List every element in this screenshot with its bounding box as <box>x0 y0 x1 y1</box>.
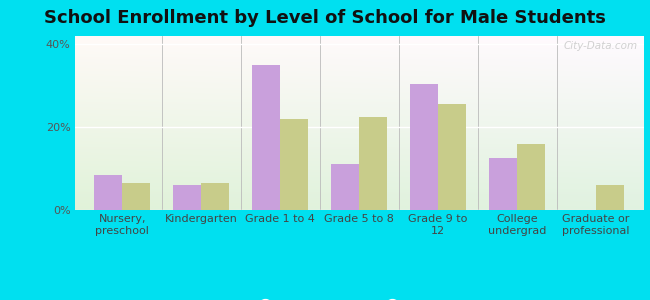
Bar <box>201 183 229 210</box>
Bar <box>122 183 150 210</box>
Bar <box>489 158 517 210</box>
Bar <box>596 185 624 210</box>
Bar <box>280 119 308 210</box>
Bar <box>438 104 466 210</box>
Bar <box>517 144 545 210</box>
Bar <box>252 65 280 210</box>
Legend: Cloverdale, Indiana: Cloverdale, Indiana <box>246 295 472 300</box>
Bar <box>94 175 122 210</box>
Bar <box>410 84 438 210</box>
Bar <box>332 164 359 210</box>
Bar <box>359 117 387 210</box>
Text: City-Data.com: City-Data.com <box>564 41 638 51</box>
Bar <box>174 185 201 210</box>
Text: School Enrollment by Level of School for Male Students: School Enrollment by Level of School for… <box>44 9 606 27</box>
